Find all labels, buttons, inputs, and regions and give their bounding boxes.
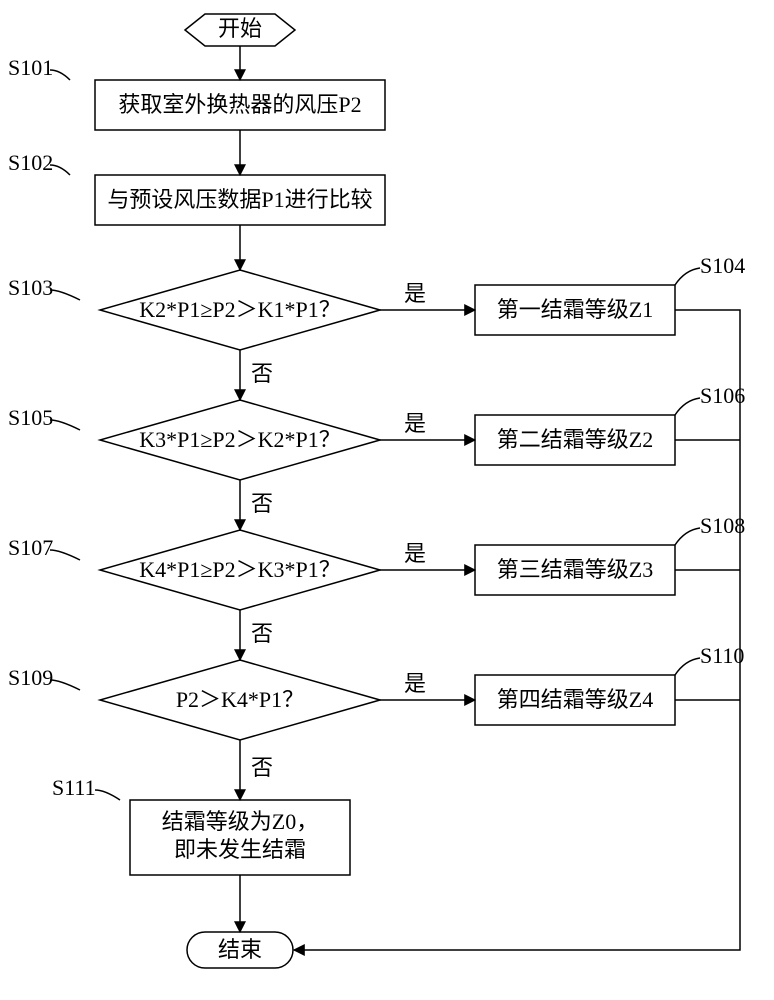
s108-label: S108: [675, 513, 745, 545]
s104-node: 第一结霜等级Z1: [475, 285, 675, 335]
s106-label: S106: [675, 383, 745, 415]
s111-node: 结霜等级为Z0， 即未发生结霜: [130, 800, 350, 875]
s106-node: 第二结霜等级Z2: [475, 415, 675, 465]
s101-text: 获取室外换热器的风压P2: [118, 92, 361, 117]
svg-text:S101: S101: [8, 55, 53, 80]
s102-node: 与预设风压数据P1进行比较: [95, 175, 385, 225]
s109-node: P2＞K4*P1？: [100, 660, 380, 740]
s109-label: S109: [8, 665, 80, 690]
s103-yes-label: 是: [404, 281, 426, 306]
flowchart-svg: 开始 获取室外换热器的风压P2 S101 与预设风压数据P1进行比较 S102 …: [0, 0, 774, 1000]
s103-node: K2*P1≥P2＞K1*P1？: [100, 270, 380, 350]
s103-label: S103: [8, 275, 80, 300]
s110-label: S110: [675, 643, 744, 675]
s107-no-label: 否: [251, 621, 273, 646]
s107-label: S107: [8, 535, 80, 560]
s103-text: K2*P1≥P2＞K1*P1？: [139, 297, 341, 322]
s107-node: K4*P1≥P2＞K3*P1？: [100, 530, 380, 610]
s104-text: 第一结霜等级Z1: [497, 297, 653, 322]
s110-text: 第四结霜等级Z4: [497, 687, 653, 712]
s105-yes-label: 是: [404, 411, 426, 436]
s108-text: 第三结霜等级Z3: [497, 557, 653, 582]
svg-text:S107: S107: [8, 535, 53, 560]
s110-node: 第四结霜等级Z4: [475, 675, 675, 725]
svg-text:S105: S105: [8, 405, 53, 430]
svg-text:S104: S104: [700, 253, 745, 278]
svg-text:S109: S109: [8, 665, 53, 690]
s101-node: 获取室外换热器的风压P2: [95, 80, 385, 130]
svg-text:S110: S110: [700, 643, 744, 668]
s107-text: K4*P1≥P2＞K3*P1？: [139, 557, 341, 582]
svg-text:S106: S106: [700, 383, 745, 408]
s105-text: K3*P1≥P2＞K2*P1？: [139, 427, 341, 452]
s104-label: S104: [675, 253, 745, 285]
s109-no-label: 否: [251, 755, 273, 780]
s105-no-label: 否: [251, 491, 273, 516]
s108-node: 第三结霜等级Z3: [475, 545, 675, 595]
s111-line1: 结霜等级为Z0，: [162, 809, 318, 834]
svg-text:S103: S103: [8, 275, 53, 300]
s103-no-label: 否: [251, 361, 273, 386]
s106-text: 第二结霜等级Z2: [497, 427, 653, 452]
end-label: 结束: [218, 937, 262, 962]
s101-label: S101: [8, 55, 70, 80]
start-label: 开始: [218, 16, 262, 41]
end-node: 结束: [187, 932, 293, 968]
s109-text: P2＞K4*P1？: [176, 687, 304, 712]
s111-line2: 即未发生结霜: [174, 837, 306, 862]
edge-s104-bus: [294, 310, 740, 950]
s109-yes-label: 是: [404, 671, 426, 696]
s102-text: 与预设风压数据P1进行比较: [107, 187, 372, 212]
svg-text:S111: S111: [52, 775, 96, 800]
svg-text:S108: S108: [700, 513, 745, 538]
s102-label: S102: [8, 150, 70, 175]
s105-label: S105: [8, 405, 80, 430]
s111-label: S111: [52, 775, 120, 800]
svg-text:S102: S102: [8, 150, 53, 175]
s107-yes-label: 是: [404, 541, 426, 566]
start-node: 开始: [185, 14, 295, 46]
s105-node: K3*P1≥P2＞K2*P1？: [100, 400, 380, 480]
